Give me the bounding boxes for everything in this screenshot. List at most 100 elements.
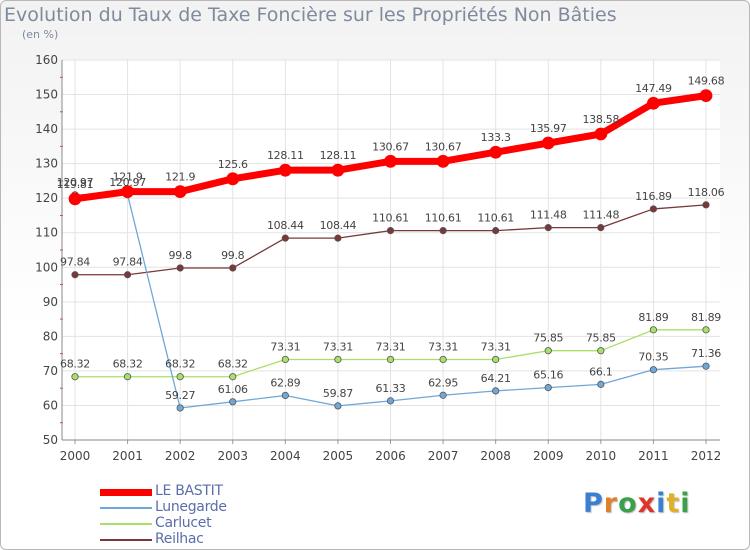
x-tick-label: 2009 xyxy=(533,449,564,463)
data-label-reilhac: 108.44 xyxy=(320,219,357,232)
data-label-lunegarde: 59.27 xyxy=(165,389,195,402)
data-point-reilhac xyxy=(123,271,132,279)
data-point-carlucet xyxy=(281,355,289,364)
x-tick-label: 2007 xyxy=(428,449,459,463)
data-label-reilhac: 116.89 xyxy=(635,190,672,203)
x-tick-label: 2011 xyxy=(638,449,669,463)
data-point-carlucet xyxy=(229,373,237,381)
x-tick-label: 2004 xyxy=(270,449,301,463)
data-label-reilhac: 97.84 xyxy=(60,256,90,269)
data-label-carlucet: 73.31 xyxy=(428,340,458,353)
data-point-carlucet xyxy=(123,373,132,381)
data-point-carlucet xyxy=(597,347,605,355)
x-tick-label: 2006 xyxy=(375,449,406,463)
data-point-lunegarde xyxy=(597,380,605,388)
data-label-reilhac: 99.8 xyxy=(221,249,245,262)
data-label-lunegarde: 70.35 xyxy=(638,351,668,364)
data-label-le-bastit: 121.9 xyxy=(113,171,143,184)
data-point-reilhac xyxy=(281,234,289,242)
data-point-reilhac xyxy=(334,234,342,242)
data-label-reilhac: 108.44 xyxy=(267,219,304,232)
y-tick-label: 110 xyxy=(35,226,58,240)
x-tick-label: 2008 xyxy=(480,449,511,463)
data-label-le-bastit: 135.97 xyxy=(530,122,567,135)
data-point-carlucet xyxy=(386,355,395,364)
data-point-carlucet xyxy=(439,355,447,364)
data-label-le-bastit: 125.6 xyxy=(218,158,248,171)
data-point-lunegarde xyxy=(702,362,710,370)
data-label-carlucet: 68.32 xyxy=(113,358,143,371)
data-point-le-bastit xyxy=(541,136,555,150)
data-label-lunegarde: 62.89 xyxy=(270,376,300,389)
x-tick-label: 2003 xyxy=(217,449,248,463)
data-point-le-bastit xyxy=(699,89,713,103)
data-label-carlucet: 68.32 xyxy=(60,358,90,371)
data-point-le-bastit xyxy=(594,127,608,141)
data-point-reilhac xyxy=(386,227,395,235)
y-tick-label: 90 xyxy=(43,295,58,309)
data-point-carlucet xyxy=(702,326,710,334)
y-tick-label: 160 xyxy=(35,53,58,67)
legend-swatch-le-bastit xyxy=(100,488,152,496)
logo-letter: o xyxy=(618,488,638,519)
data-label-reilhac: 99.8 xyxy=(169,249,193,262)
logo-letter: P xyxy=(583,488,604,519)
y-tick-label: 70 xyxy=(43,364,58,378)
logo-letter: x xyxy=(637,488,657,519)
data-label-lunegarde: 59.87 xyxy=(323,387,353,400)
data-label-lunegarde: 62.95 xyxy=(428,376,458,389)
series-reilhac xyxy=(71,201,710,279)
data-point-le-bastit xyxy=(436,154,450,168)
data-point-lunegarde xyxy=(649,366,658,374)
y-tick-label: 50 xyxy=(43,433,58,447)
data-label-le-bastit: 149.68 xyxy=(688,75,725,88)
x-tick-label: 2000 xyxy=(60,449,91,463)
data-point-lunegarde xyxy=(334,402,342,410)
data-point-reilhac xyxy=(544,224,552,232)
logo-letter: i xyxy=(656,488,667,519)
legend-label: Lunegarde xyxy=(155,499,227,515)
data-point-le-bastit xyxy=(278,163,292,177)
data-label-le-bastit: 147.49 xyxy=(635,82,672,95)
proxiti-logo: Proxiti xyxy=(583,488,691,519)
data-point-lunegarde xyxy=(386,397,395,405)
data-point-reilhac xyxy=(702,201,710,209)
data-label-lunegarde: 71.36 xyxy=(691,347,721,360)
data-point-lunegarde xyxy=(176,404,184,412)
x-tick-label: 2010 xyxy=(586,449,617,463)
data-label-carlucet: 73.31 xyxy=(270,340,300,353)
data-label-le-bastit: 128.11 xyxy=(320,149,357,162)
data-label-carlucet: 81.89 xyxy=(638,311,668,324)
y-axis-unit-label: (en %) xyxy=(22,28,59,41)
legend-swatch-reilhac xyxy=(100,539,152,541)
data-label-carlucet: 68.32 xyxy=(165,358,195,371)
data-label-layer: 97.84 97.84 99.8 99.8 108.44 108.44 110.61 110.… xyxy=(57,75,725,402)
data-point-carlucet xyxy=(334,355,342,364)
data-label-carlucet: 73.31 xyxy=(323,340,353,353)
legend-label: Reilhac xyxy=(155,531,204,547)
data-point-reilhac xyxy=(492,227,500,235)
data-label-reilhac: 118.06 xyxy=(688,186,725,199)
logo-letter: t xyxy=(666,488,681,519)
x-tick-label: 2012 xyxy=(691,449,722,463)
y-tick-label: 120 xyxy=(35,191,58,205)
y-tick-label: 100 xyxy=(35,260,58,274)
data-label-lunegarde: 61.06 xyxy=(218,383,248,396)
data-point-le-bastit xyxy=(647,96,660,110)
legend-label: LE BASTIT xyxy=(155,483,223,499)
data-label-reilhac: 110.61 xyxy=(477,212,514,225)
y-tick-label: 130 xyxy=(35,157,58,171)
data-point-reilhac xyxy=(176,264,184,272)
x-tick-label: 2001 xyxy=(112,449,143,463)
legend-swatch-carlucet xyxy=(100,523,152,525)
data-label-reilhac: 110.61 xyxy=(372,212,409,225)
data-label-le-bastit: 130.67 xyxy=(425,140,462,153)
x-tick-label: 2002 xyxy=(165,449,196,463)
data-label-le-bastit: 121.9 xyxy=(165,171,195,184)
logo-letter: i xyxy=(680,488,691,519)
data-label-carlucet: 81.89 xyxy=(691,311,721,324)
data-label-carlucet: 75.85 xyxy=(533,332,563,345)
data-point-carlucet xyxy=(71,373,79,381)
data-point-le-bastit xyxy=(68,192,82,206)
